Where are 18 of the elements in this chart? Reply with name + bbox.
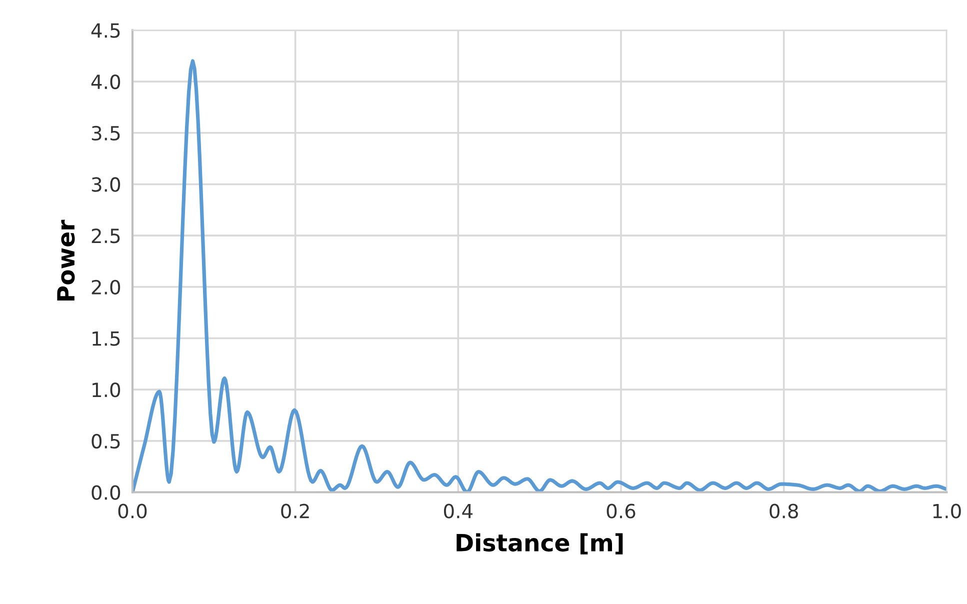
x-axis-title: Distance [m] <box>456 533 623 554</box>
x-tick-label: 0.0 <box>118 504 147 518</box>
y-tick-label: 1.0 <box>92 382 120 398</box>
x-tick-label: 0.4 <box>444 504 473 518</box>
y-axis-title: Power <box>57 220 75 301</box>
y-tick-label: 3.5 <box>92 126 120 141</box>
y-tick-label: 3.0 <box>92 177 120 192</box>
y-tick-label: 2.0 <box>92 280 120 295</box>
x-tick-label: 0.2 <box>281 504 309 518</box>
y-tick-label: 1.5 <box>92 331 120 346</box>
x-tick-label: 1.0 <box>933 504 961 518</box>
y-tick-label: 0.5 <box>92 434 120 449</box>
y-tick-label: 4.5 <box>91 23 120 38</box>
x-tick-label: 0.8 <box>770 504 798 518</box>
y-tick-label: 2.5 <box>92 228 120 244</box>
y-tick-label: 0.0 <box>92 485 120 500</box>
x-tick-label: 0.6 <box>606 504 636 518</box>
y-tick-label: 4.0 <box>91 74 120 90</box>
